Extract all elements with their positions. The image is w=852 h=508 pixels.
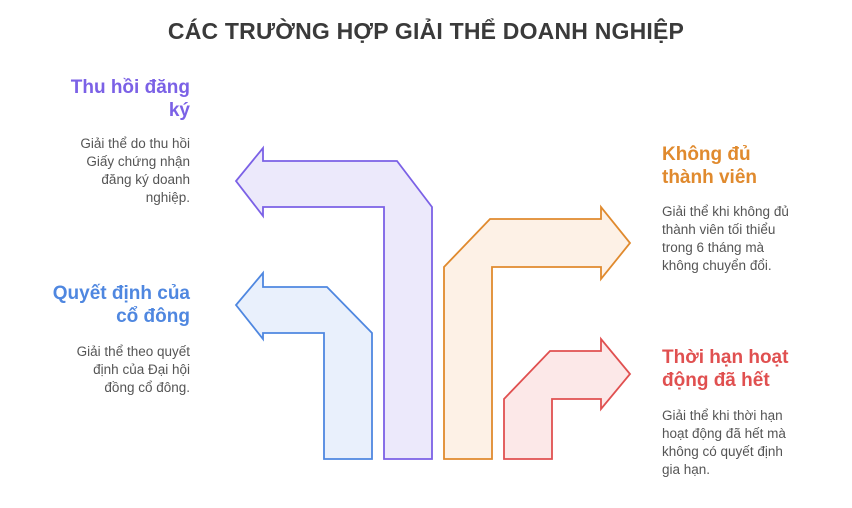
desc-khong-du-thanh-vien: Giải thể khi không đủ thành viên tối thi…: [662, 204, 789, 273]
heading-khong-du-thanh-vien: Không đủ thành viên: [662, 144, 758, 188]
arrow-thu-hoi-dang-ky: [234, 145, 433, 460]
desc-quyet-dinh-co-dong: Giải thể theo quyết định của Đại hội đồn…: [76, 344, 190, 395]
arrow-khong-du-thanh-vien: [443, 204, 632, 460]
arrow-quyet-dinh-co-dong: [234, 270, 373, 460]
heading-thu-hoi-dang-ky: Thu hồi đăng ký: [70, 77, 190, 121]
desc-thu-hoi-dang-ky: Giải thể do thu hồi Giấy chứng nhận đăng…: [80, 136, 190, 205]
heading-quyet-dinh-co-dong: Quyết định của cổ đông: [52, 283, 190, 327]
arrow-thoi-han-het: [503, 336, 632, 460]
page-title: CÁC TRƯỜNG HỢP GIẢI THỂ DOANH NGHIỆP: [167, 18, 685, 44]
heading-thoi-han-het: Thời hạn hoạt động đã hết: [662, 347, 789, 391]
desc-thoi-han-het: Giải thể khi thời hạn hoạt động đã hết m…: [662, 408, 786, 477]
